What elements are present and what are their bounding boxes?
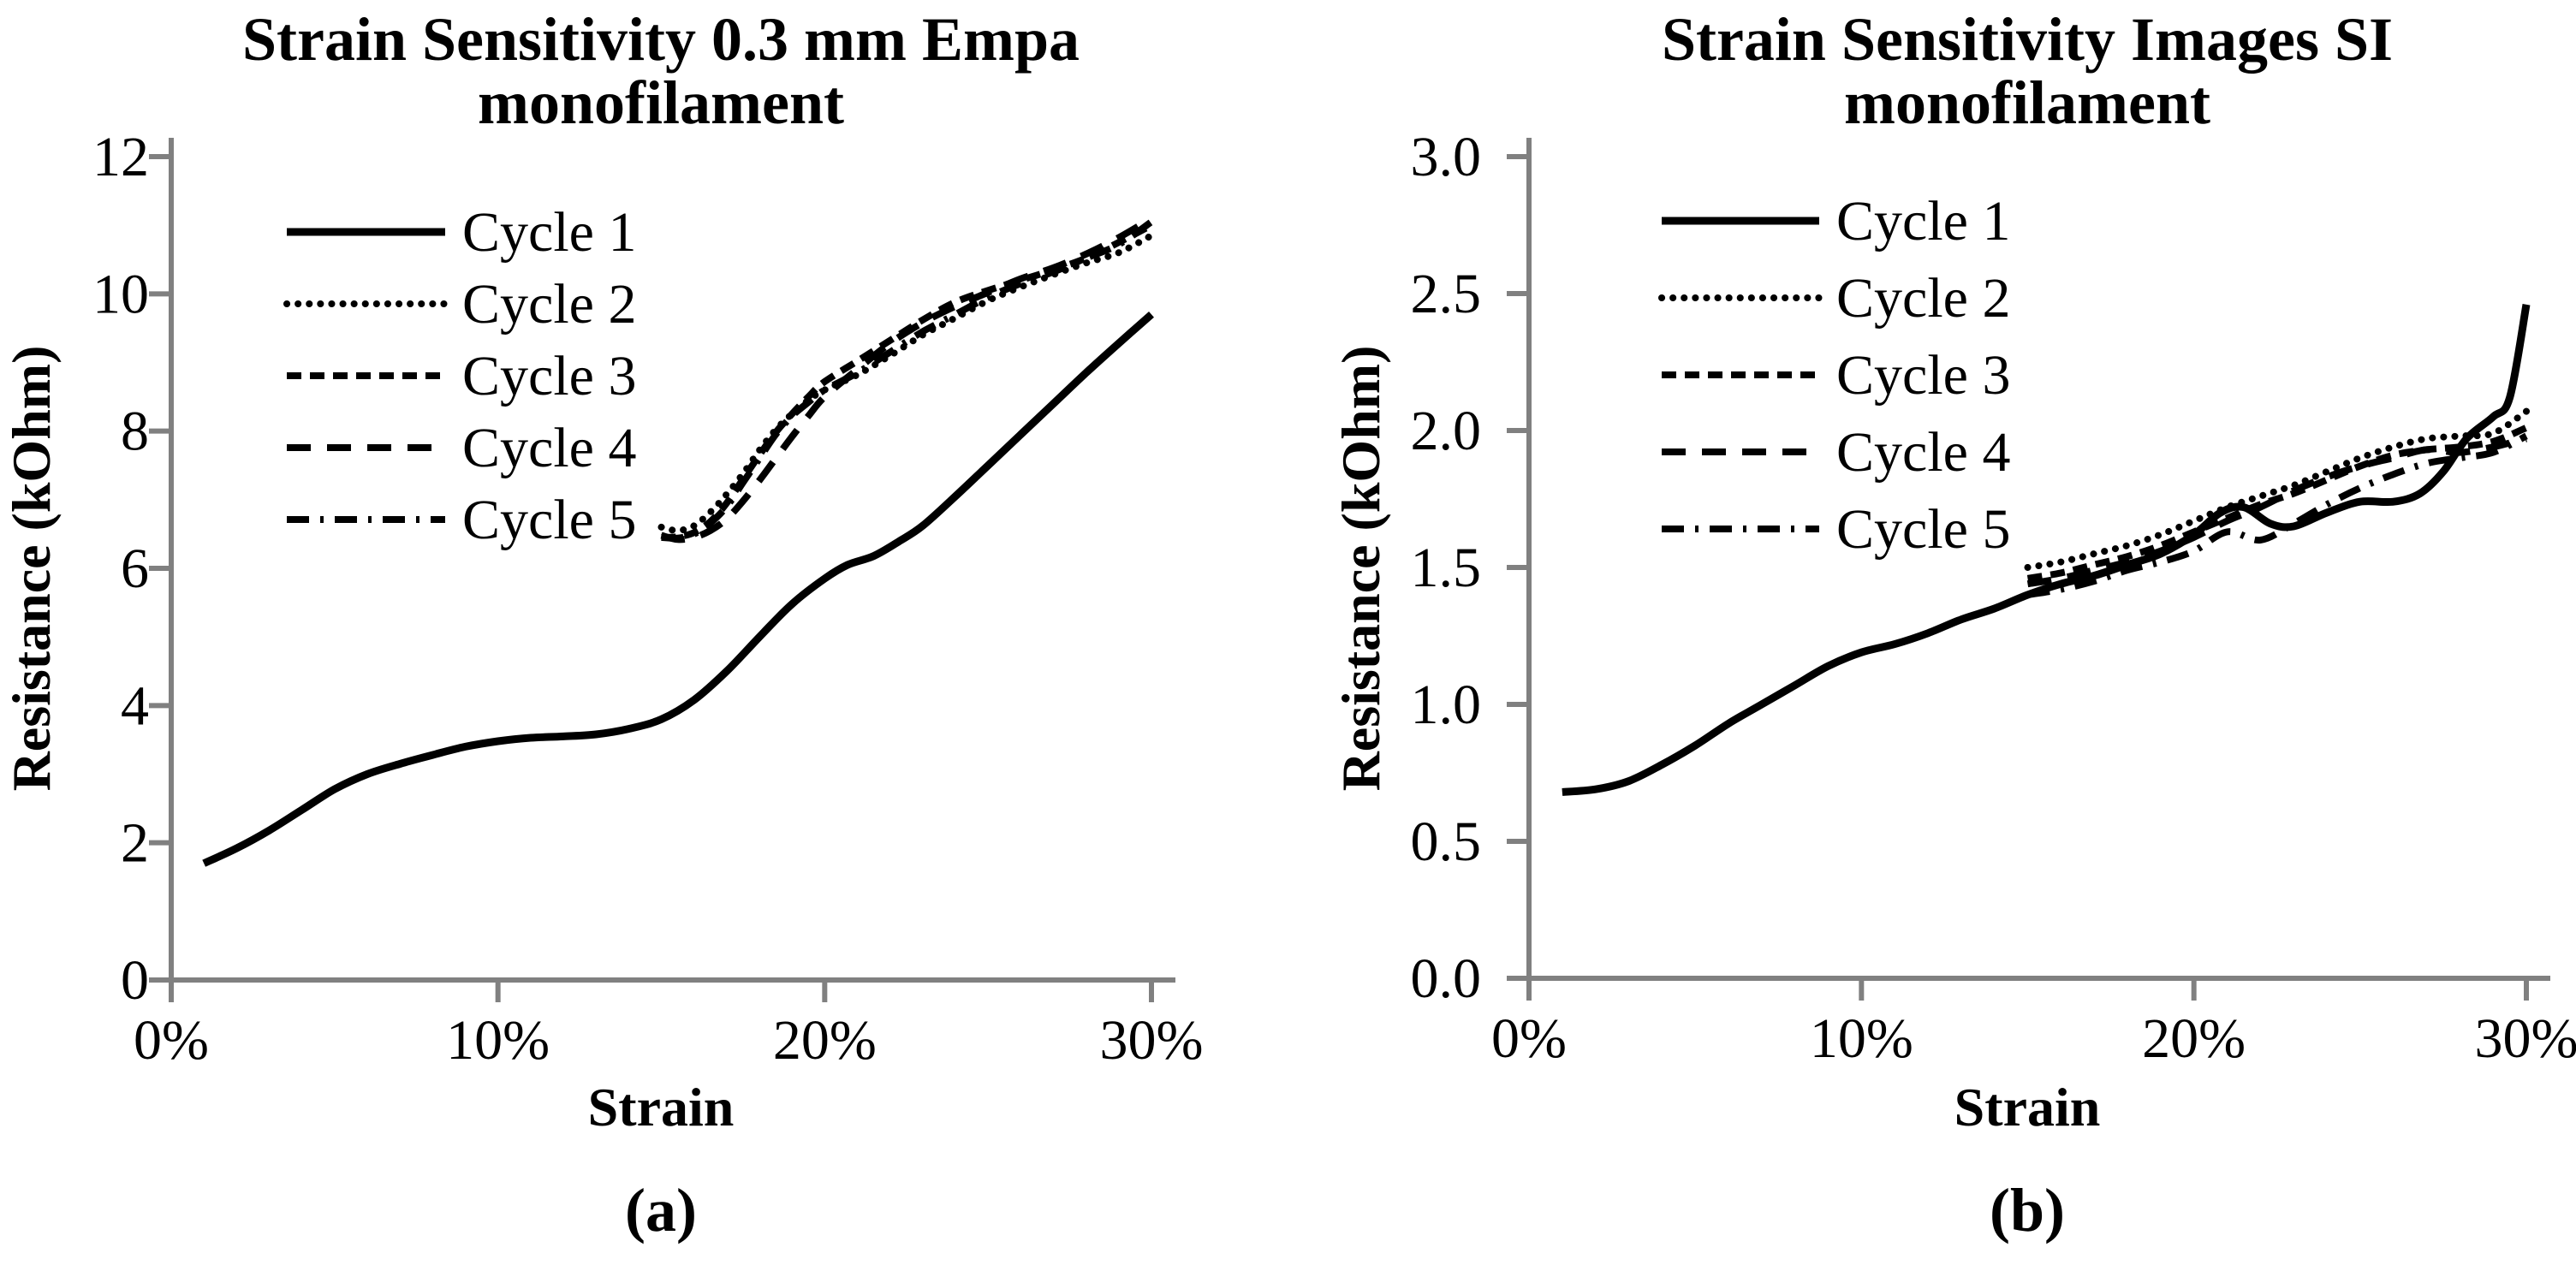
x-tick-label: 30% bbox=[1100, 1009, 1204, 1072]
legend-label-cycle-1: Cycle 1 bbox=[1836, 190, 2010, 252]
panel-b-plot-area: 0.0 0.5 1.0 1.5 2.0 2.5 3.0 0% 10% 20% 30% Cycle 1 C… bbox=[1411, 126, 2576, 1070]
panel-a-title-line2: monofilament bbox=[478, 68, 844, 137]
y-tick-label: 0 bbox=[121, 949, 149, 1012]
panel-b-x-axis-label: Strain bbox=[1954, 1077, 2101, 1137]
panel-a-y-axis-label: Resistance (kOhm) bbox=[1, 346, 62, 792]
y-tick-label: 8 bbox=[121, 401, 149, 463]
y-tick-label: 10 bbox=[92, 263, 149, 325]
panel-a-caption: (a) bbox=[625, 1176, 697, 1244]
x-tick-label: 10% bbox=[446, 1009, 550, 1072]
x-tick-label: 0% bbox=[134, 1009, 209, 1072]
legend-label-cycle-5: Cycle 5 bbox=[462, 489, 636, 551]
y-tick-label: 1.5 bbox=[1411, 537, 1482, 599]
panel-b-title-line1: Strain Sensitivity Images SI bbox=[1662, 5, 2393, 74]
chart-panel-b: Strain Sensitivity Images SI monofilamen… bbox=[1330, 5, 2576, 1244]
legend-label-cycle-3: Cycle 3 bbox=[462, 345, 636, 407]
series-line-cycle-5 bbox=[661, 218, 1154, 542]
series-line-cycle-4 bbox=[2026, 435, 2527, 588]
legend-label-cycle-5: Cycle 5 bbox=[1836, 498, 2010, 561]
panel-a-x-axis-label: Strain bbox=[588, 1077, 735, 1137]
panel-b-y-axis-label: Resistance (kOhm) bbox=[1330, 346, 1391, 792]
series-line-cycle-5 bbox=[2026, 432, 2528, 598]
x-tick-label: 20% bbox=[773, 1009, 877, 1072]
chart-panel-a: Strain Sensitivity 0.3 mm Empa monofilam… bbox=[1, 5, 1203, 1244]
panel-a-plot-area: 0 2 4 6 8 10 12 0% 10% 20% 30% Cycle 1 Cycle 2 Cycle … bbox=[92, 126, 1203, 1072]
y-tick-label: 2.0 bbox=[1411, 400, 1482, 462]
x-tick-label: 0% bbox=[1491, 1007, 1567, 1070]
y-tick-label: 1.0 bbox=[1411, 674, 1482, 736]
y-tick-label: 0.5 bbox=[1411, 811, 1482, 873]
y-tick-label: 12 bbox=[92, 126, 149, 188]
x-tick-label: 30% bbox=[2475, 1007, 2576, 1070]
legend-label-cycle-1: Cycle 1 bbox=[462, 201, 636, 264]
y-tick-label: 4 bbox=[121, 674, 149, 737]
y-tick-label: 2 bbox=[121, 812, 149, 875]
legend-label-cycle-3: Cycle 3 bbox=[1836, 344, 2010, 407]
y-tick-label: 2.5 bbox=[1411, 263, 1482, 325]
y-tick-label: 3.0 bbox=[1411, 126, 1482, 188]
series-line-cycle-1 bbox=[202, 312, 1154, 867]
legend-label-cycle-4: Cycle 4 bbox=[462, 417, 636, 479]
series-line-cycle-2 bbox=[657, 232, 1155, 534]
x-tick-label: 20% bbox=[2142, 1007, 2246, 1070]
series-line-cycle-2 bbox=[2024, 407, 2530, 571]
y-tick-label: 6 bbox=[121, 538, 149, 600]
panel-a-title-line1: Strain Sensitivity 0.3 mm Empa bbox=[242, 5, 1080, 74]
legend-label-cycle-2: Cycle 2 bbox=[1836, 267, 2010, 330]
legend-label-cycle-4: Cycle 4 bbox=[1836, 421, 2010, 484]
y-tick-label: 0.0 bbox=[1411, 947, 1482, 1010]
panel-b-title-line2: monofilament bbox=[1844, 68, 2210, 137]
x-tick-label: 10% bbox=[1810, 1007, 1913, 1070]
panel-b-caption: (b) bbox=[1990, 1176, 2065, 1244]
series-line-cycle-1 bbox=[1562, 304, 2531, 796]
legend-label-cycle-2: Cycle 2 bbox=[462, 273, 636, 336]
series-line-cycle-4 bbox=[660, 215, 1154, 543]
